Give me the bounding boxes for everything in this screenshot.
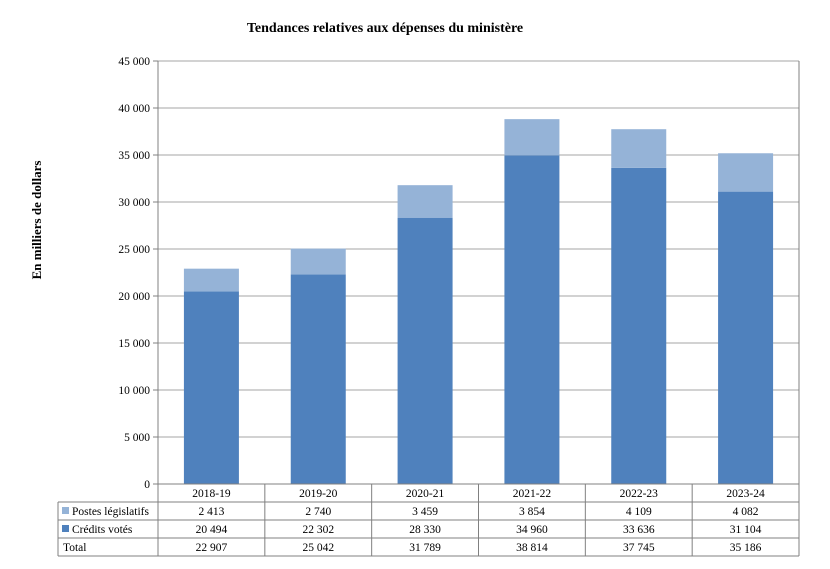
y-tick-label: 40 000 [118,103,150,115]
y-tick-label: 10 000 [118,385,150,397]
y-tick-label: 0 [144,479,150,491]
data-table: 2018-19 2019-20 2020-21 2021-22 2022-23 2023-… [57,483,800,557]
table-row-label: Total [63,542,86,554]
bar-segment-postes-legislatifs [290,248,346,275]
bar-segment-credits-votes [183,291,239,484]
table-cell-value: 31 104 [730,524,762,536]
bar-segment-credits-votes [397,217,453,484]
table-cell-value: 38 814 [516,542,548,554]
x-tick-label: 2022-23 [620,488,659,500]
bar-segment-credits-votes [718,191,774,484]
table-cell-value: 28 330 [409,524,441,536]
table-cell-value: 4 109 [626,506,652,518]
table-row-label: Crédits votés [72,524,133,536]
table-cell-value: 31 789 [409,542,441,554]
table-cell-value: 33 636 [623,524,655,536]
y-tick-label: 5 000 [124,432,150,444]
table-cell-value: 35 186 [730,542,762,554]
y-tick-label: 45 000 [118,56,150,68]
table-cell-value: 37 745 [623,542,655,554]
gridlines [153,60,800,485]
y-tick-label: 15 000 [118,338,150,350]
legend-swatch [62,525,69,532]
x-tick-label: 2018-19 [192,488,231,500]
table-cell-value: 34 960 [516,524,548,536]
y-tick-label: 30 000 [118,197,150,209]
table-row-label: Postes législatifs [72,506,150,518]
chart-title: Tendances relatives aux dépenses du mini… [247,21,523,36]
x-tick-label: 2021-22 [513,488,552,500]
table-cell-value: 22 302 [302,524,334,536]
table-cell-value: 20 494 [196,524,228,536]
table-cell-value: 2 413 [198,506,224,518]
bar-segment-credits-votes [611,167,667,484]
table-cell-value: 25 042 [302,542,334,554]
bar-segment-credits-votes [504,155,560,484]
table-cell-value: 4 082 [733,506,759,518]
bars [183,119,774,484]
bar-segment-postes-legislatifs [504,119,560,156]
y-tick-label: 20 000 [118,291,150,303]
legend-swatch [62,507,69,514]
table-cell-value: 22 907 [196,542,228,554]
y-tick-label: 35 000 [118,150,150,162]
bar-segment-credits-votes [290,274,346,484]
x-tick-label: 2023-24 [726,488,765,500]
bar-segment-postes-legislatifs [718,153,774,192]
table-cell-value: 3 854 [519,506,545,518]
x-tick-label: 2019-20 [299,488,338,500]
bar-segment-postes-legislatifs [183,268,239,292]
y-axis-label: En milliers de dollars [29,161,44,280]
x-tick-label: 2020-21 [406,488,445,500]
table-cell-value: 3 459 [412,506,438,518]
bar-segment-postes-legislatifs [611,129,667,168]
bar-segment-postes-legislatifs [397,185,453,218]
y-axis-ticks: 0 5 000 10 000 15 000 20 000 25 000 30 000 35 0… [118,56,150,491]
y-tick-label: 25 000 [118,244,150,256]
table-cell-value: 2 740 [305,506,331,518]
